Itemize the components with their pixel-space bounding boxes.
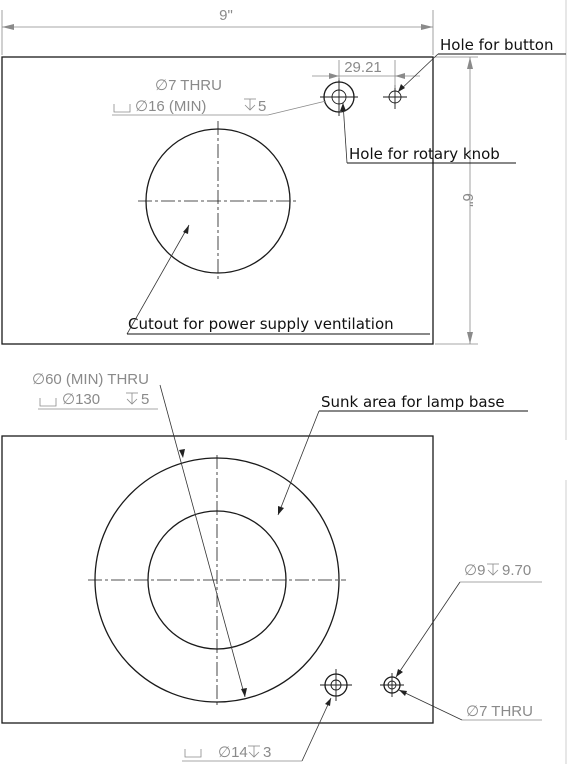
top-plate-outline: [1, 56, 434, 345]
right-hole-thru-text: ∅7 THRU: [466, 703, 533, 720]
sunk-area-label-text: Sunk area for lamp base: [321, 393, 505, 411]
left-hole-depth-text: 3: [263, 744, 271, 761]
left-hole-callout-text: ∅14: [218, 744, 248, 761]
height-dimension: 6": [435, 56, 478, 345]
button-hole-label: Hole for button: [397, 36, 566, 93]
right-hole-depth-text: 9.70: [502, 562, 531, 579]
counterbore-symbol-knob: [113, 104, 131, 113]
right-small-hole: [380, 673, 404, 697]
center-callout-depth: 5: [141, 391, 149, 408]
cutout-label: Cutout for power supply ventilation: [126, 224, 430, 335]
top-view: 9" 6": [1, 7, 566, 345]
left-hole-callout: ∅14 3: [182, 697, 332, 762]
sunk-area-label: Sunk area for lamp base: [277, 393, 528, 516]
depth-symbol-left: [248, 745, 260, 758]
right-hole-callout: ∅9 9.70: [395, 562, 542, 678]
knob-callout-line2: ∅16 (MIN): [135, 98, 206, 115]
depth-symbol-knob: [244, 98, 256, 111]
hole-spacing-dimension: 29.21: [312, 59, 420, 88]
counterbore-symbol-left: [184, 749, 202, 758]
hole-spacing-text: 29.21: [344, 59, 382, 76]
depth-symbol-right: [487, 563, 499, 576]
right-hole-thru-callout: ∅7 THRU: [398, 689, 542, 721]
knob-callout: ∅7 THRU ∅16 (MIN) 5: [112, 77, 327, 116]
center-callout-line1: ∅60 (MIN) THRU: [32, 371, 149, 388]
center-callout-line2: ∅130: [62, 391, 100, 408]
cutout-label-text: Cutout for power supply ventilation: [128, 315, 394, 333]
knob-hole: [320, 78, 358, 116]
button-hole-label-text: Hole for button: [440, 36, 554, 54]
knob-hole-label: Hole for rotary knob: [340, 102, 516, 164]
left-small-hole: [320, 669, 352, 701]
depth-symbol-center: [126, 392, 138, 405]
height-dimension-text: 6": [459, 193, 476, 207]
right-hole-callout-text: ∅9: [464, 562, 485, 579]
bottom-plate-outline: [1, 435, 434, 724]
width-dimension-text: 9": [219, 7, 233, 24]
width-dimension: 9": [1, 7, 434, 55]
knob-callout-depth: 5: [258, 98, 266, 115]
center-hole-callout: ∅60 (MIN) THRU ∅130 5: [32, 371, 247, 698]
knob-callout-line1: ∅7 THRU: [155, 77, 222, 94]
button-hole: [383, 85, 407, 109]
knob-hole-label-text: Hole for rotary knob: [349, 145, 500, 163]
counterbore-symbol-center: [39, 398, 57, 407]
bottom-view: ∅60 (MIN) THRU ∅130 5 Sunk area for lamp…: [1, 371, 542, 762]
